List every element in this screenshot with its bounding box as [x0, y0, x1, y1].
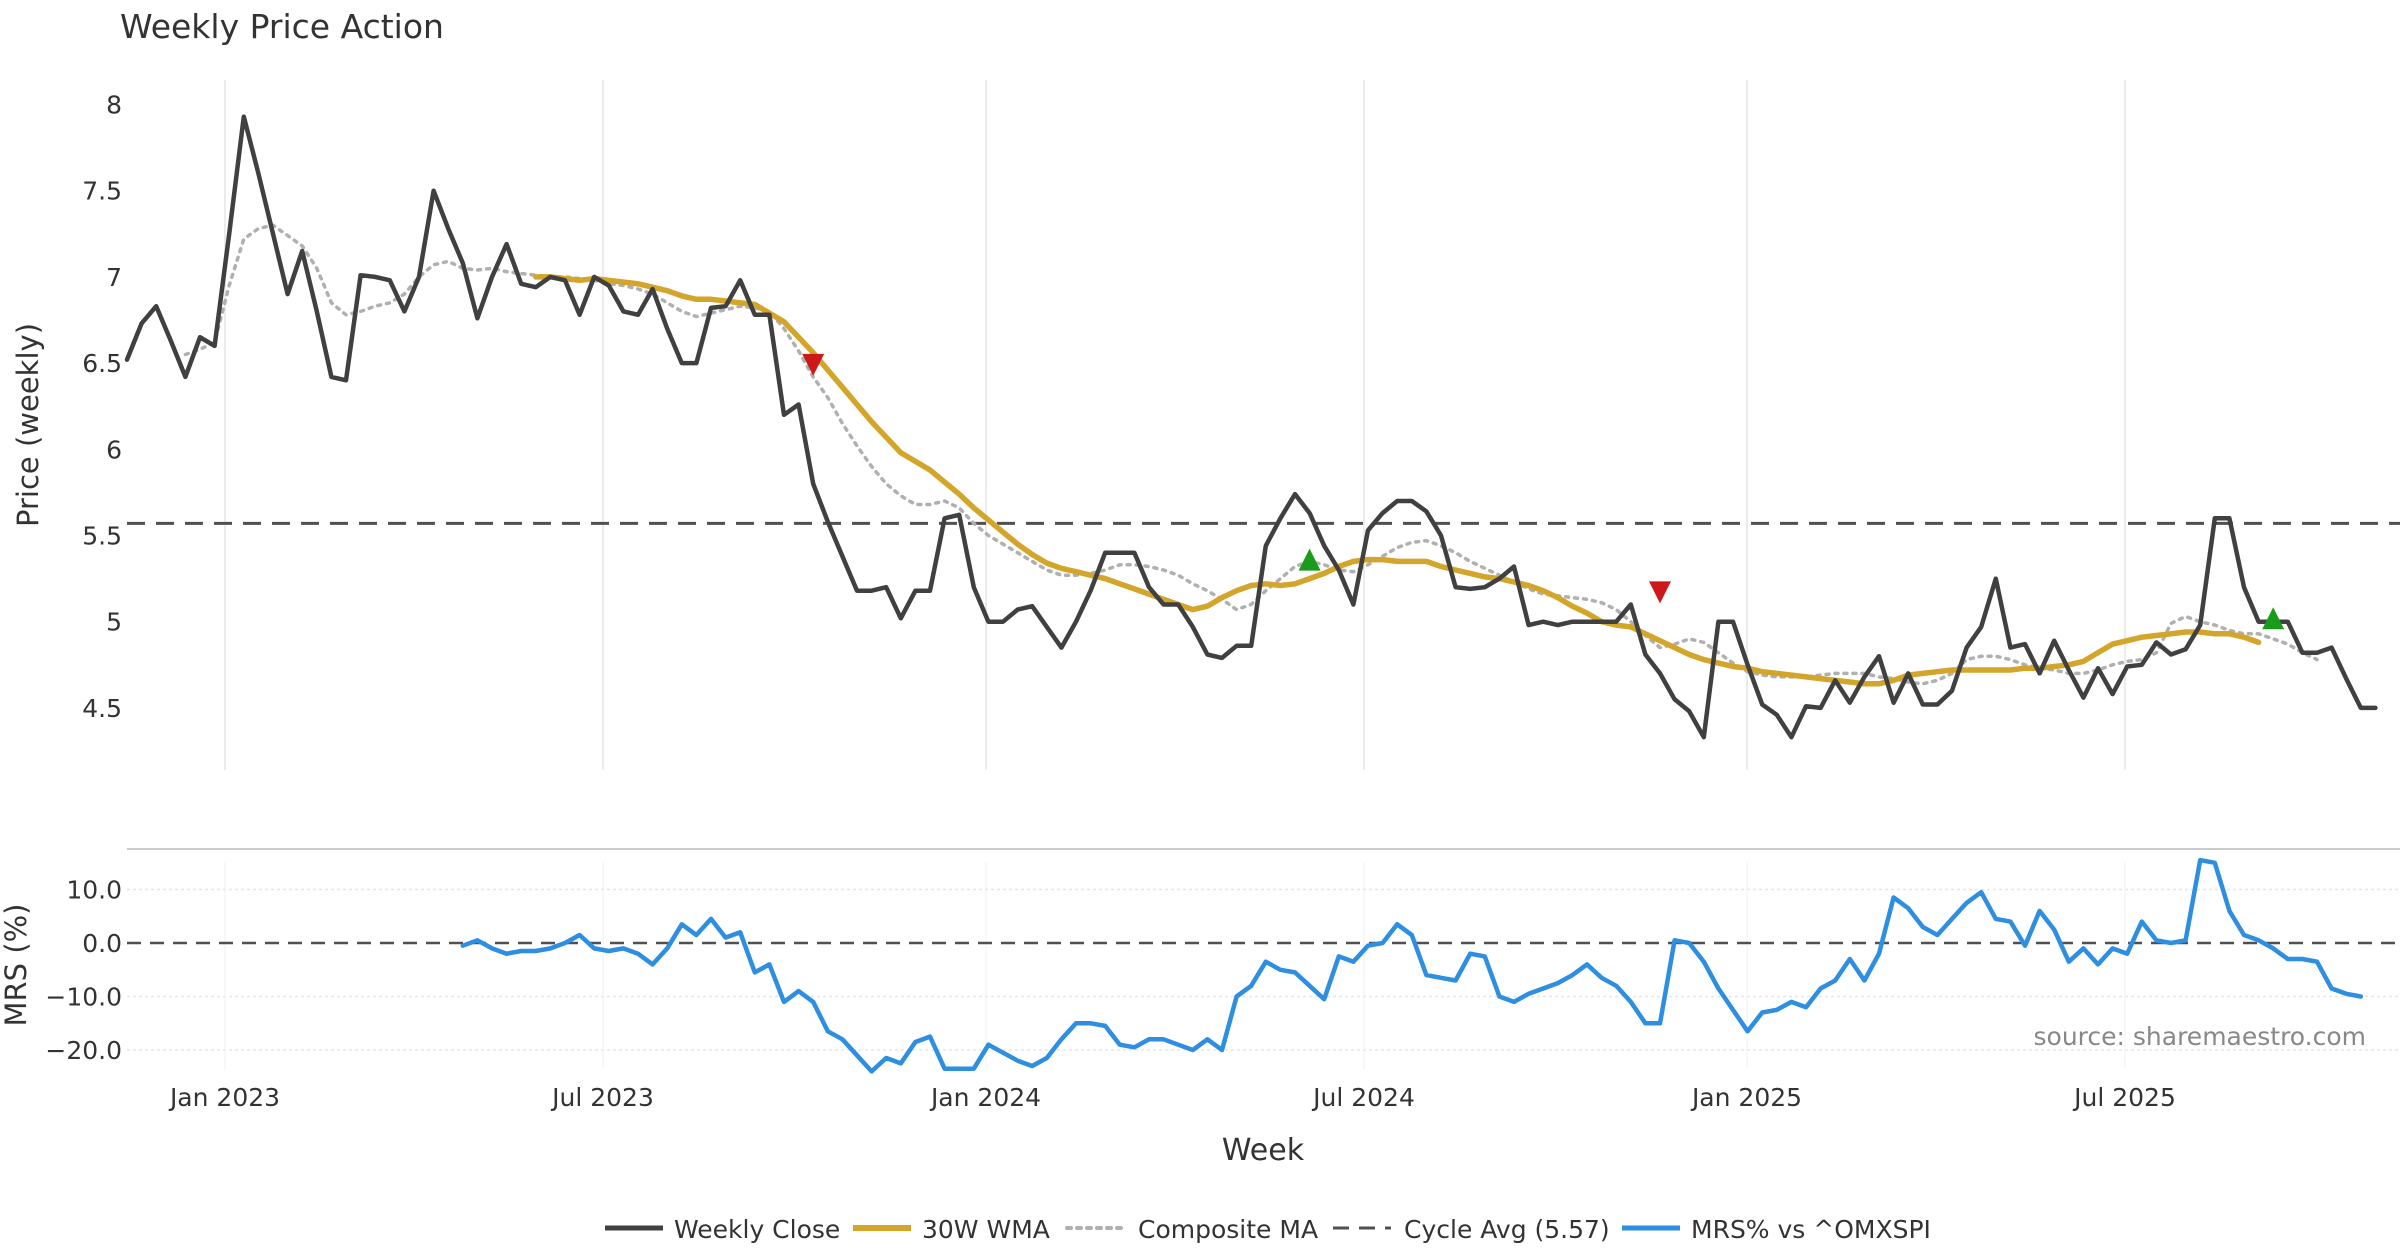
legend-item-cycle-avg: Cycle Avg (5.57): [1333, 1215, 1610, 1244]
legend-item-mrs: MRS% vs ^OMXSPI: [1622, 1215, 1931, 1244]
mrs-ytick-label: 0.0: [82, 929, 122, 958]
source-annotation: source: sharemaestro.com: [2034, 1022, 2367, 1051]
wma-30w-line: [533, 274, 2262, 687]
price-panel: 8 7.5 7 6.5 6 5.5 5 4.5 Price (weekly): [11, 80, 2400, 770]
xtick-label-jan-2025: Jan 2025: [1690, 1083, 1802, 1112]
legend-item-composite-ma: Composite MA: [1065, 1215, 1318, 1244]
mrs-line: [460, 857, 2364, 1074]
sell-signal-marker-1: [802, 353, 825, 376]
mrs-y-axis-label: MRS (%): [0, 904, 33, 1027]
legend-label-30w-wma: 30W WMA: [922, 1215, 1050, 1244]
price-ytick-label: 8: [106, 91, 122, 120]
price-ytick-label: 6: [106, 435, 122, 464]
price-y-axis-label: Price (weekly): [11, 323, 45, 527]
xtick-label-jan-2024: Jan 2024: [929, 1083, 1041, 1112]
mrs-ytick-label: −10.0: [45, 983, 122, 1012]
legend-label-weekly-close: Weekly Close: [674, 1215, 840, 1244]
mrs-ytick-label: −20.0: [45, 1036, 122, 1065]
sell-signal-marker-3: [1649, 581, 1671, 604]
buy-signal-marker-4: [2262, 607, 2285, 630]
chart-title: Weekly Price Action: [120, 7, 444, 46]
buy-signal-marker-2: [1298, 548, 1321, 571]
legend-label-composite-ma: Composite MA: [1138, 1215, 1318, 1244]
legend-label-cycle-avg: Cycle Avg (5.57): [1404, 1215, 1610, 1244]
legend-item-weekly-close: Weekly Close: [605, 1215, 840, 1244]
price-ytick-label: 6.5: [82, 349, 122, 378]
mrs-ytick-label: 10.0: [66, 876, 122, 905]
price-ytick-label: 7.5: [82, 177, 122, 206]
composite-ma-line: [183, 223, 2319, 686]
x-axis-label: Week: [1222, 1133, 1305, 1168]
xtick-label-jul-2025: Jul 2025: [2072, 1083, 2176, 1112]
legend-item-30w-wma: 30W WMA: [853, 1215, 1050, 1244]
price-ytick-label: 5.5: [82, 522, 122, 551]
price-ytick-label: 5: [106, 608, 122, 637]
weekly-close-line: [124, 114, 2378, 740]
legend-label-mrs: MRS% vs ^OMXSPI: [1691, 1215, 1931, 1244]
xtick-label-jan-2023: Jan 2023: [168, 1083, 280, 1112]
xtick-label-jul-2024: Jul 2024: [1311, 1083, 1415, 1112]
mrs-panel: 10.0 0.0 −10.0 −20.0 MRS (%) source: sharem…: [0, 848, 2400, 1074]
legend: Weekly Close 30W WMA Composite MA Cycle …: [605, 1215, 1931, 1244]
xtick-label-jul-2023: Jul 2023: [550, 1083, 654, 1112]
price-ytick-label: 4.5: [82, 694, 122, 723]
price-ytick-label: 7: [106, 263, 122, 292]
